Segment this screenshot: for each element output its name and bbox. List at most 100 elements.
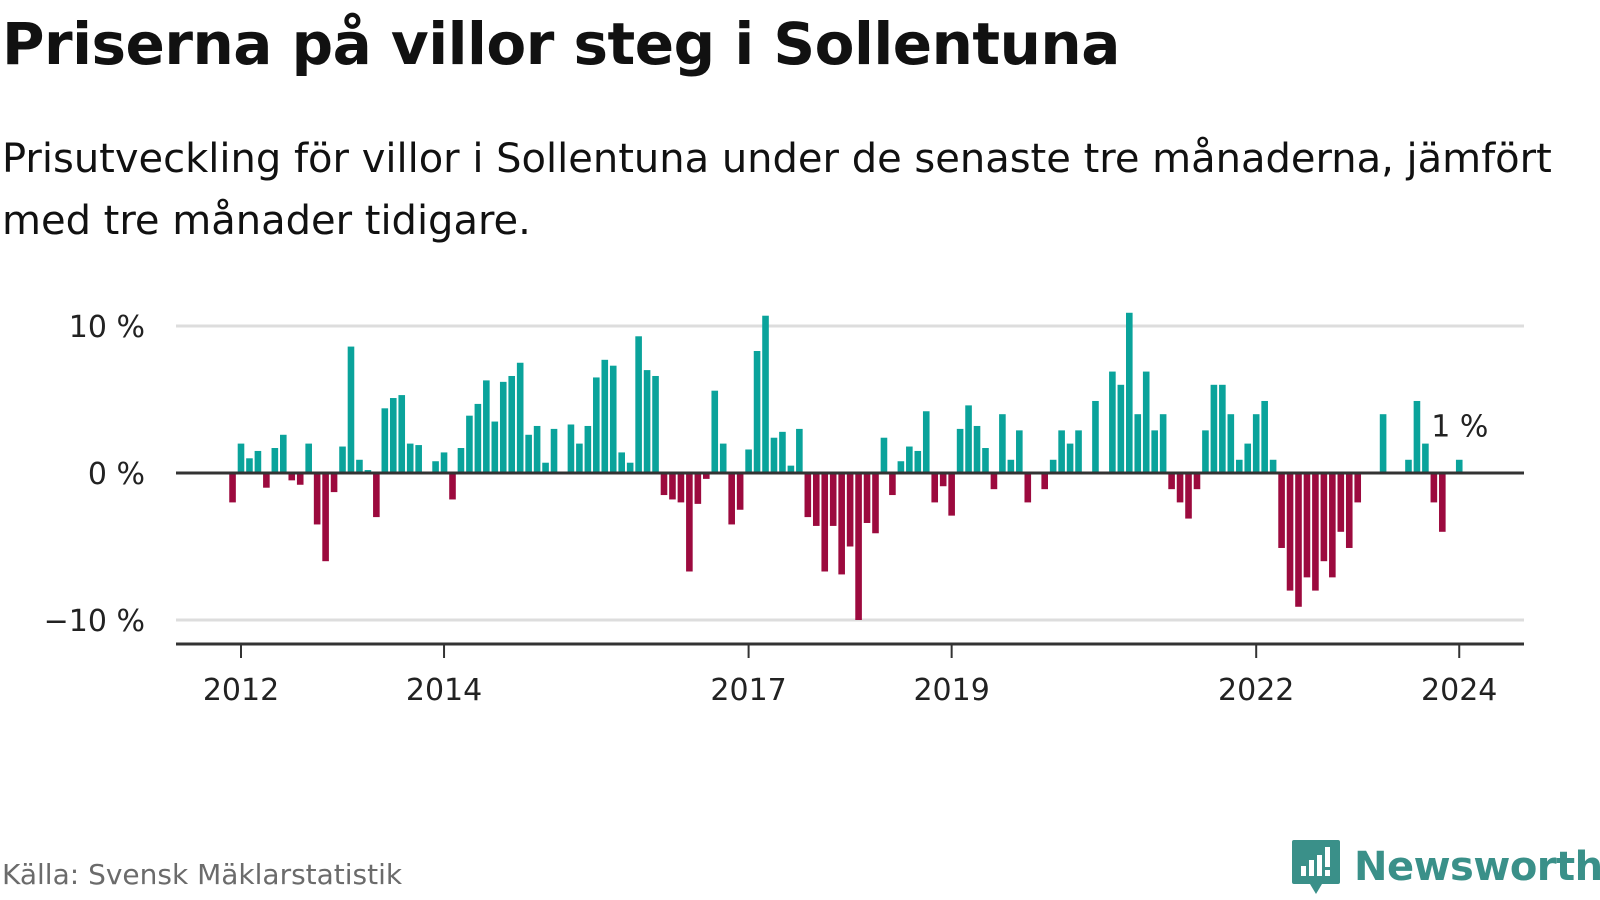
bar — [381, 408, 389, 473]
bar — [1168, 473, 1175, 490]
bar — [398, 395, 406, 473]
x-axis-ticks: 2012 2014 2017 2019 2022 2024 — [203, 644, 1497, 708]
bar — [1210, 384, 1218, 473]
bar — [660, 473, 668, 496]
bar — [237, 443, 245, 473]
bar — [339, 446, 346, 473]
bar — [322, 473, 329, 562]
bar — [432, 461, 439, 473]
bar — [593, 377, 600, 473]
bar — [508, 375, 516, 473]
bar — [1117, 384, 1125, 473]
bar — [669, 473, 676, 500]
chart-title: Priserna på villor steg i Sollentuna — [2, 10, 1120, 78]
bar — [939, 473, 947, 487]
bar — [347, 346, 355, 473]
bar — [1193, 473, 1201, 490]
bar — [280, 434, 287, 473]
x-tick-label: 2019 — [913, 673, 989, 708]
bar — [779, 431, 786, 473]
bar — [855, 473, 862, 620]
bar — [1227, 414, 1235, 473]
bar — [1439, 473, 1446, 532]
bar — [1075, 430, 1082, 473]
bar — [296, 473, 304, 485]
bar — [389, 398, 397, 473]
bar — [483, 380, 490, 473]
bar — [711, 390, 719, 473]
bar — [246, 458, 253, 473]
bar — [466, 415, 473, 473]
bar — [736, 473, 744, 510]
bar — [263, 473, 270, 488]
bar — [821, 473, 829, 572]
newsworthy-logo-icon — [1292, 840, 1340, 894]
bar — [449, 473, 456, 500]
bar — [880, 437, 888, 473]
bar — [542, 462, 549, 473]
bar — [1202, 430, 1209, 473]
bar — [1295, 473, 1302, 607]
x-tick-label: 2012 — [203, 673, 279, 708]
bar — [1455, 459, 1463, 473]
bar — [812, 473, 820, 526]
bar — [652, 375, 659, 473]
bar — [567, 424, 575, 473]
brand-logo: Newsworthy — [1290, 838, 1600, 896]
bar — [491, 421, 499, 473]
bar — [288, 473, 296, 481]
bar — [1092, 400, 1099, 473]
bar — [703, 473, 710, 479]
bar — [440, 452, 448, 473]
bar — [686, 473, 693, 572]
bar — [1269, 459, 1277, 473]
bar — [229, 473, 236, 503]
bar — [499, 381, 507, 473]
bar — [415, 445, 422, 473]
bar — [1219, 384, 1226, 473]
bar — [1303, 473, 1311, 578]
bar — [1278, 473, 1285, 548]
bar — [1413, 400, 1421, 473]
bar — [550, 428, 558, 473]
bar — [1354, 473, 1362, 503]
bar — [906, 446, 913, 473]
bar — [931, 473, 939, 503]
x-tick-label: 2014 — [406, 673, 482, 708]
bar — [373, 473, 380, 518]
bar — [1286, 473, 1294, 591]
bar — [1337, 473, 1345, 532]
bars — [229, 312, 1463, 620]
bar — [1151, 430, 1158, 473]
bar — [601, 359, 609, 473]
bar — [356, 459, 363, 473]
bar — [719, 443, 727, 473]
y-tick-label: 10 % — [69, 310, 145, 345]
bar — [1312, 473, 1319, 591]
brand-name: Newsworthy — [1354, 844, 1600, 890]
bar — [982, 448, 989, 473]
bar — [762, 315, 769, 473]
bar — [897, 461, 905, 473]
bar — [1252, 414, 1260, 473]
bar — [1176, 473, 1184, 503]
x-tick-label: 2017 — [710, 673, 786, 708]
bar — [677, 473, 685, 503]
bar — [1185, 473, 1192, 519]
bar — [999, 414, 1006, 473]
last-value-label: 1 % — [1431, 409, 1488, 444]
source-note: Källa: Svensk Mäklarstatistik — [2, 858, 403, 891]
bar — [533, 425, 541, 473]
bar — [1066, 443, 1074, 473]
bar — [796, 428, 803, 473]
bar — [1007, 459, 1015, 473]
bar — [618, 452, 625, 473]
bar — [1430, 473, 1438, 503]
x-tick-label: 2024 — [1421, 673, 1497, 708]
bar — [728, 473, 735, 525]
bar — [305, 443, 312, 473]
bar — [956, 428, 964, 473]
bar — [406, 443, 414, 473]
chart-subtitle: Prisutveckling för villor i Sollentuna u… — [2, 136, 1552, 244]
bar — [829, 473, 837, 526]
